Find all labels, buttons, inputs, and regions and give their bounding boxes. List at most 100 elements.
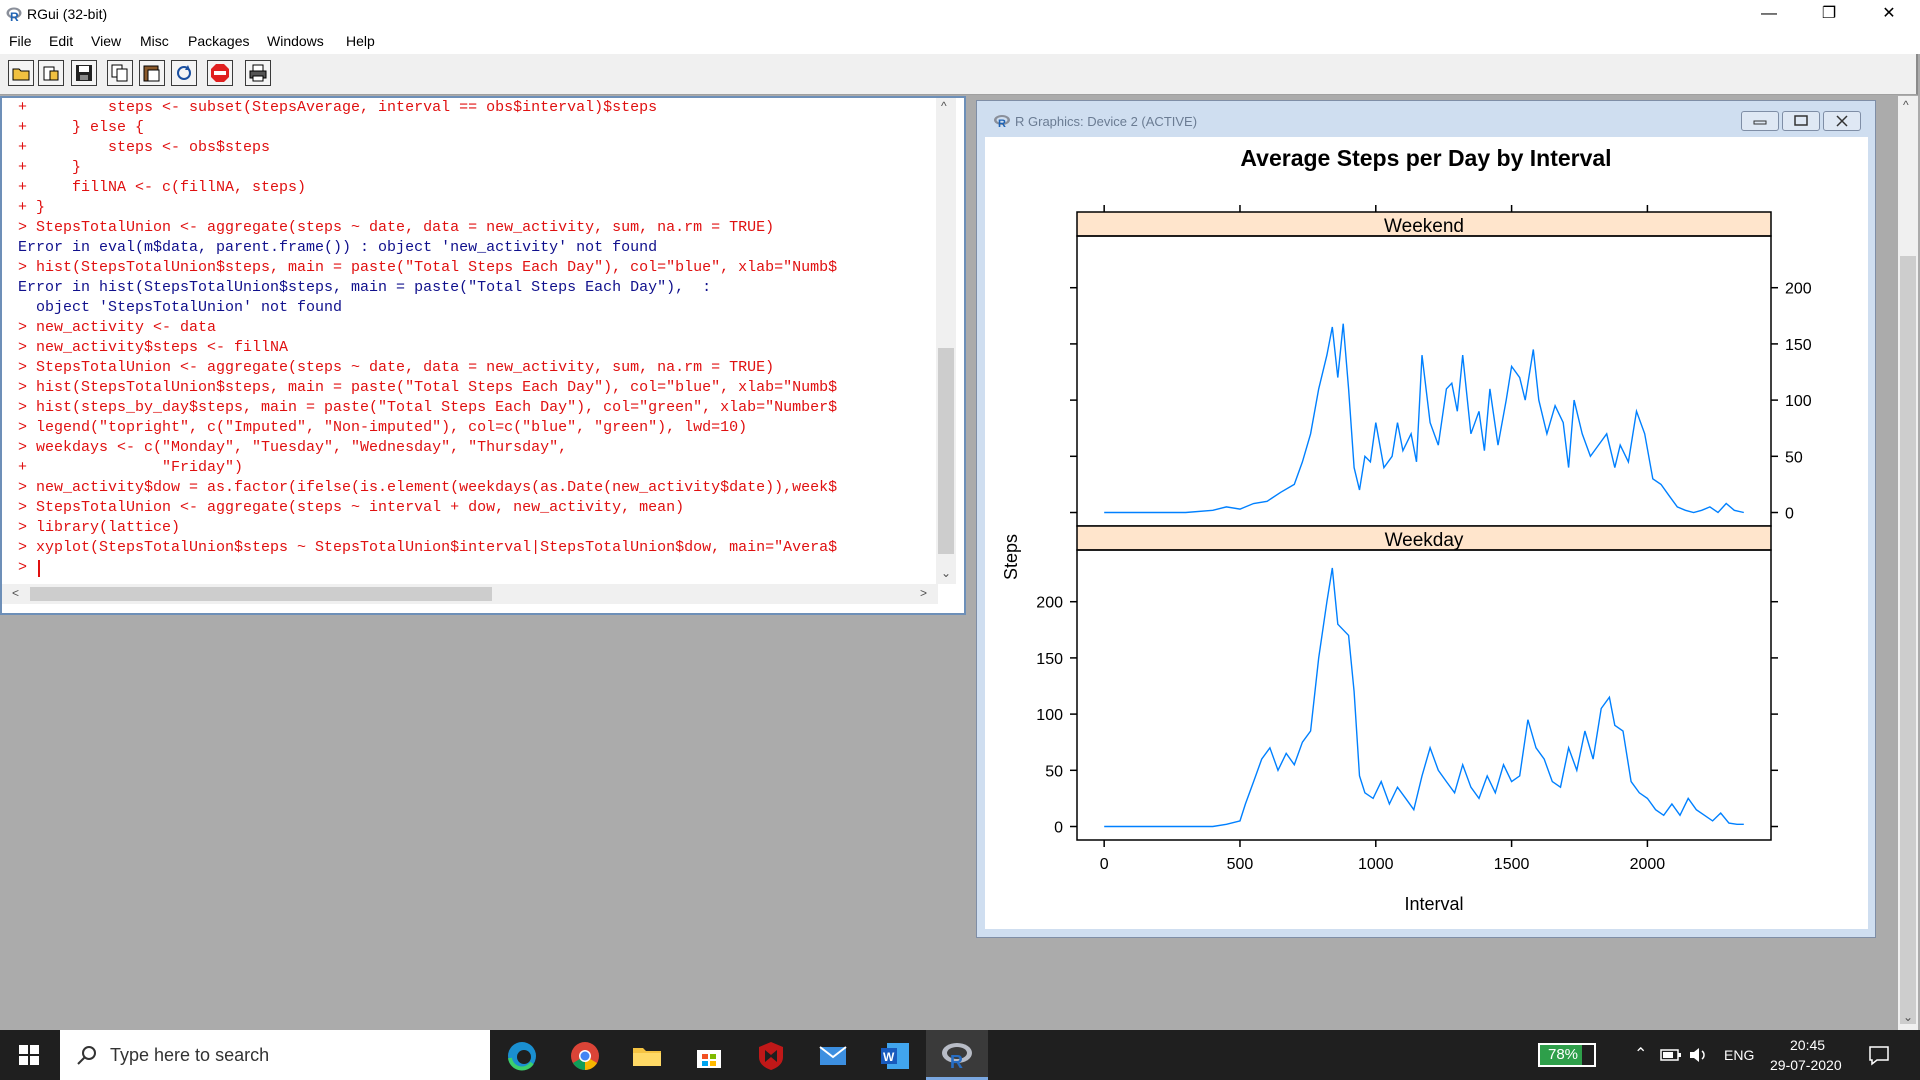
panel-strip-label: Weekend: [1384, 216, 1464, 237]
menu-help[interactable]: Help: [346, 33, 375, 49]
main-vertical-scrollbar[interactable]: ^ ⌄: [1898, 96, 1918, 1030]
active-indicator: [926, 1077, 988, 1080]
copy-icon: [111, 64, 128, 82]
series-line-weekend: [1104, 323, 1744, 514]
graphics-close-button[interactable]: [1823, 111, 1861, 131]
windows-start-icon[interactable]: [19, 1045, 39, 1065]
y-tick-label: 0: [1785, 506, 1794, 523]
paste-icon: [143, 65, 160, 82]
console-caret: [38, 560, 40, 577]
clock-date[interactable]: 29-07-2020: [1770, 1057, 1842, 1073]
microsoft-store-icon[interactable]: [693, 1040, 725, 1072]
scroll-left-icon[interactable]: <: [12, 586, 20, 600]
console-line: + } else {: [18, 119, 145, 136]
scroll-up-icon[interactable]: ^: [1903, 98, 1909, 112]
copy-button[interactable]: [107, 60, 133, 86]
search-icon: [77, 1046, 96, 1065]
save-workspace-button[interactable]: [71, 60, 97, 86]
scroll-right-icon[interactable]: >: [920, 586, 928, 600]
taskbar: Type here to search W R 78% ⌃ ENG 20:45 …: [0, 1030, 1920, 1080]
console-line: > hist(StepsTotalUnion$steps, main = pas…: [18, 259, 838, 276]
panel-frame: [1076, 235, 1772, 527]
menu-edit[interactable]: Edit: [49, 33, 74, 49]
mcafee-icon[interactable]: [755, 1040, 787, 1072]
console-line: object 'StepsTotalUnion' not found: [18, 299, 343, 316]
menu-packages[interactable]: Packages: [188, 33, 250, 49]
console-vertical-scrollbar[interactable]: ^ ⌄: [936, 98, 956, 584]
stop-button[interactable]: [207, 60, 233, 86]
folder-open-icon: [12, 68, 30, 81]
scroll-down-icon[interactable]: ⌄: [941, 566, 952, 580]
svg-text:R: R: [950, 1052, 963, 1070]
r-logo-icon: R: [942, 1043, 972, 1070]
y-tick-label: 100: [1036, 707, 1063, 724]
word-icon[interactable]: W: [879, 1040, 911, 1072]
graphics-window[interactable]: R R Graphics: Device 2 (ACTIVE) Average …: [976, 100, 1876, 938]
battery-icon[interactable]: [1660, 1047, 1682, 1063]
edge-icon[interactable]: [506, 1040, 538, 1072]
refresh-icon: [177, 65, 191, 80]
file-explorer-icon[interactable]: [631, 1040, 663, 1072]
console-line: > hist(StepsTotalUnion$steps, main = pas…: [18, 379, 838, 396]
plot-area: Average Steps per Day by Interval Steps …: [985, 137, 1868, 929]
paste-button[interactable]: [139, 60, 165, 86]
scroll-up-icon[interactable]: ^: [941, 99, 947, 113]
console-line: Error in eval(m$data, parent.frame()) : …: [18, 239, 658, 256]
mail-icon[interactable]: [817, 1040, 849, 1072]
menu-view[interactable]: View: [91, 33, 122, 49]
minimize-button[interactable]: —: [1740, 0, 1798, 28]
show-hidden-icons-icon[interactable]: ⌃: [1634, 1046, 1648, 1063]
console-hscroll-thumb[interactable]: [30, 587, 492, 601]
menu-windows[interactable]: Windows: [267, 33, 324, 49]
toolbar: [0, 54, 1918, 95]
language-indicator[interactable]: ENG: [1724, 1047, 1755, 1063]
y-tick-label: 0: [1054, 820, 1063, 837]
x-tick-label: 500: [1227, 856, 1254, 873]
notifications-icon[interactable]: [1868, 1044, 1890, 1066]
graphics-maximize-button[interactable]: [1782, 111, 1820, 131]
title-bar: R RGui (32-bit) — ❐ ✕: [0, 0, 1920, 28]
console-line: >: [18, 559, 37, 576]
print-button[interactable]: [245, 60, 271, 86]
graphics-minimize-button[interactable]: [1741, 111, 1779, 131]
refresh-button[interactable]: [171, 60, 197, 86]
console-line: > legend("topright", c("Imputed", "Non-i…: [18, 419, 748, 436]
rgui-taskbar-item[interactable]: R: [926, 1030, 988, 1080]
x-tick-label: 2000: [1630, 856, 1666, 873]
battery-indicator[interactable]: 78%: [1538, 1043, 1596, 1067]
chrome-icon[interactable]: [569, 1040, 601, 1072]
load-workspace-icon: [43, 66, 59, 81]
restore-icon: ❐: [1821, 5, 1837, 22]
y-tick-label: 200: [1785, 281, 1812, 298]
console-output[interactable]: + steps <- subset(StepsAverage, interval…: [18, 98, 928, 582]
volume-icon[interactable]: [1688, 1046, 1710, 1064]
y-tick-label: 200: [1036, 595, 1063, 612]
console-line: > weekdays <- c("Monday", "Tuesday", "We…: [18, 439, 568, 456]
clock-time[interactable]: 20:45: [1790, 1037, 1826, 1053]
console-line: > StepsTotalUnion <- aggregate(steps ~ d…: [18, 219, 775, 236]
console-line: > hist(steps_by_day$steps, main = paste(…: [18, 399, 838, 416]
console-line: > StepsTotalUnion <- aggregate(steps ~ i…: [18, 499, 685, 516]
r-console[interactable]: + steps <- subset(StepsAverage, interval…: [0, 96, 966, 615]
console-line: > new_activity$dow = as.factor(ifelse(is…: [18, 479, 838, 496]
y-tick-label: 50: [1785, 449, 1803, 466]
x-tick-label: 1000: [1358, 856, 1394, 873]
x-tick-label: 1500: [1494, 856, 1530, 873]
close-button[interactable]: ✕: [1860, 0, 1918, 28]
console-line: > new_activity$steps <- fillNA: [18, 339, 289, 356]
load-workspace-button[interactable]: [38, 60, 64, 86]
console-horizontal-scrollbar[interactable]: < >: [2, 584, 938, 604]
svg-text:R: R: [998, 118, 1006, 128]
open-script-button[interactable]: [8, 60, 34, 86]
menu-misc[interactable]: Misc: [140, 33, 169, 49]
restore-button[interactable]: ❐: [1800, 0, 1858, 28]
panel-frame: [1076, 549, 1772, 841]
console-line: + fillNA <- c(fillNA, steps): [18, 179, 307, 196]
y-tick-label: 150: [1785, 337, 1812, 354]
y-axis-label: Steps: [1001, 534, 1021, 580]
console-vscroll-thumb[interactable]: [938, 348, 954, 554]
main-scroll-thumb[interactable]: [1900, 256, 1916, 1024]
taskbar-search-box[interactable]: Type here to search: [60, 1030, 490, 1080]
menu-file[interactable]: File: [9, 33, 32, 49]
scroll-down-icon[interactable]: ⌄: [1903, 1010, 1914, 1024]
